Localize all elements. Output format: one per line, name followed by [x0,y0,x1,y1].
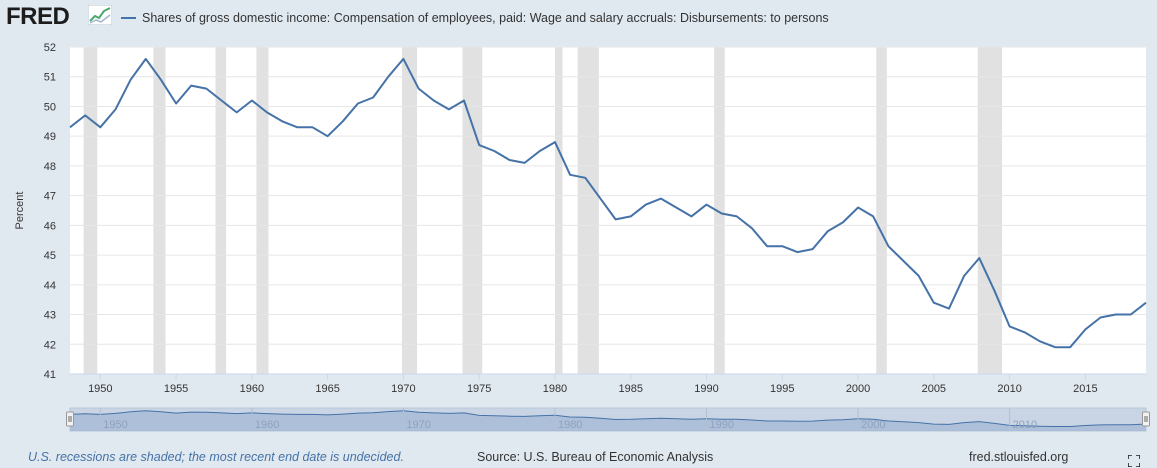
navigator-area [70,410,1146,431]
x-tick-label: 1950 [88,383,112,395]
y-tick-label: 52 [44,42,56,54]
recession-band [977,47,1003,374]
recession-band [462,47,483,374]
y-tick-label: 44 [44,280,56,292]
y-tick-label: 50 [44,101,56,113]
x-axis-ticks: 1950 1955 1960 1965 1970 1975 1980 1985 1990 1995… [70,373,1146,395]
y-axis-ticks: 41 42 43 44 45 46 47 48 49 50 51 52 [44,42,56,381]
recession-band [554,47,563,374]
range-navigator[interactable]: 1950 1960 1970 1980 1990 2000 2010 [66,407,1150,432]
recession-note: U.S. recessions are shaded; the most rec… [28,450,404,464]
x-tick-label: 1985 [618,383,642,395]
x-tick-label: 1975 [467,383,491,395]
navigator-tick-label: 1980 [558,419,582,431]
recession-band [256,47,269,374]
x-tick-label: 2005 [922,383,946,395]
x-tick-label: 1960 [240,383,264,395]
fred-logo[interactable]: FRED [6,3,70,30]
y-tick-label: 45 [44,250,56,262]
navigator-tick-label: 2010 [1013,419,1037,431]
handle-grip [66,411,74,427]
navigator-handle-right[interactable] [1142,411,1150,427]
x-tick-label: 1955 [164,383,188,395]
navigator-line [69,410,1147,427]
fullscreen-icon[interactable] [1128,455,1140,467]
chart-header: FRED Shares of gross domestic income: Co… [0,0,1157,40]
navigator-tick-label: 1970 [406,419,430,431]
site-link[interactable]: fred.stlouisfed.org [969,450,1069,464]
x-tick-label: 1970 [391,383,415,395]
y-tick-label: 49 [44,131,56,143]
navigator-tick-label: 1990 [710,419,734,431]
x-tick-label: 1990 [694,383,718,395]
x-tick-label: 2015 [1073,383,1097,395]
recession-band [876,47,887,374]
y-tick-label: 43 [44,310,56,322]
source-note: Source: U.S. Bureau of Economic Analysis [477,450,714,464]
y-axis-label: Percent [14,192,26,230]
navigator-tick-label: 1960 [255,419,279,431]
legend-label: Shares of gross domestic income: Compens… [142,11,829,25]
handle-grip [1142,411,1150,427]
x-tick-label: 1980 [543,383,567,395]
navigator-tick-label: 2000 [861,419,885,431]
y-tick-label: 41 [44,369,56,381]
recession-band [153,47,166,374]
fred-sparkline-icon [88,5,112,25]
y-tick-label: 42 [44,339,56,351]
series-line[interactable] [69,57,1147,349]
x-tick-label: 1965 [315,383,339,395]
x-tick-label: 2000 [846,383,870,395]
y-tick-label: 47 [44,191,56,203]
recession-band [215,47,227,374]
x-tick-label: 2010 [997,383,1021,395]
navigator-ticks: 1950 1960 1970 1980 1990 2000 2010 [99,408,1037,431]
recession-band [714,47,725,374]
navigator-handle-left[interactable] [66,411,74,427]
recession-band [401,47,418,374]
x-tick-label: 1995 [770,383,794,395]
recession-band [83,47,98,374]
y-tick-label: 46 [44,220,56,232]
y-tick-label: 51 [44,72,56,84]
recession-band [577,47,599,374]
navigator-tick-label: 1950 [103,419,127,431]
recession-bands [83,47,1003,374]
legend[interactable]: Shares of gross domestic income: Compens… [121,11,829,25]
y-tick-label: 48 [44,161,56,173]
legend-swatch [121,17,136,19]
